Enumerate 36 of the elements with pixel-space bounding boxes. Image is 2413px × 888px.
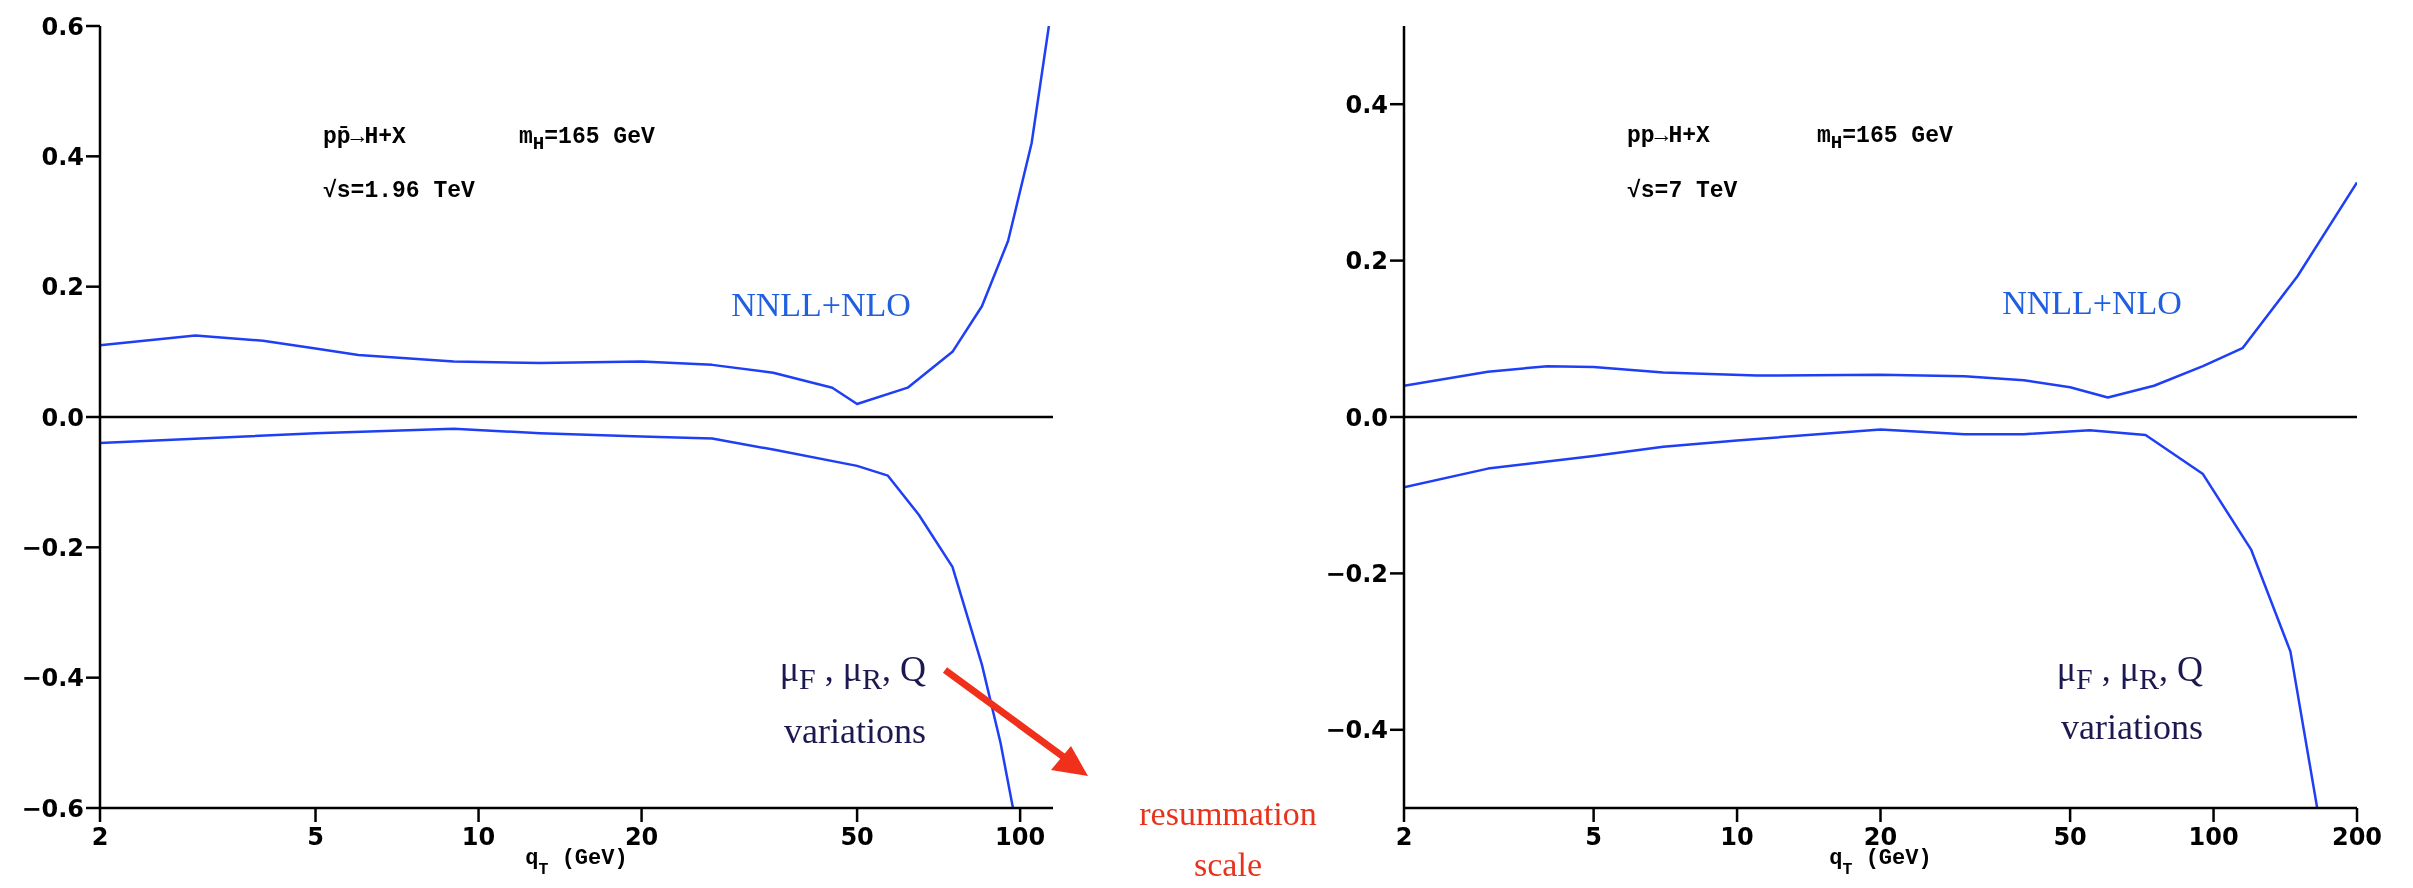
annotation: μ$_{F}$ , μ$_{R}$, Q [779,648,926,697]
x-tick-label: 5 [1585,823,1602,852]
annotation: pp̄→H+X [323,124,406,150]
x-tick-label: 50 [840,823,874,852]
y-tick-label: 0.0 [1345,403,1388,432]
y-tick-label: 0.2 [1345,247,1388,276]
annotation: variations [2061,706,2203,748]
x-tick-label: 100 [995,823,1046,852]
annotation: √s=7 TeV [1627,178,1738,204]
y-tick-label: 0.4 [1345,90,1388,119]
x-tick-label: 2 [1395,823,1413,852]
annotation: pp→H+X [1627,123,1710,149]
y-tick-label: 0.6 [41,12,84,41]
annotation: μ$_{F}$ , μ$_{R}$, Q [2056,648,2203,697]
y-tick-label: −0.2 [21,533,84,562]
annotation: variations [784,710,926,752]
y-tick-label: 0.0 [41,403,84,432]
y-tick-label: −0.2 [1325,559,1388,588]
x-tick-label: 10 [1720,823,1754,852]
y-tick-label: −0.6 [21,794,84,823]
x-tick-label: 2 [91,823,109,852]
text: resummation scale [1138,794,1318,885]
x-tick-label: 5 [307,823,324,852]
annotation: √s=1.96 TeV [323,178,475,204]
annotation: m$_{H}$=165 GeV [1817,123,1953,154]
y-tick-label: 0.2 [41,273,84,302]
x-tick-label: 100 [2188,823,2239,852]
x-tick-label: 200 [2331,823,2383,852]
y-tick-label: −0.4 [21,664,84,693]
x-tick-label: 10 [461,823,496,852]
y-tick-label: 0.4 [41,142,84,171]
annotation: NNLL+NLO [2002,284,2182,322]
y-tick-label: −0.4 [1325,716,1388,745]
x-tick-label: 50 [2053,823,2087,852]
annotation: NNLL+NLO [731,286,911,324]
annotation: m$_{H}$=165 GeV [519,124,655,155]
